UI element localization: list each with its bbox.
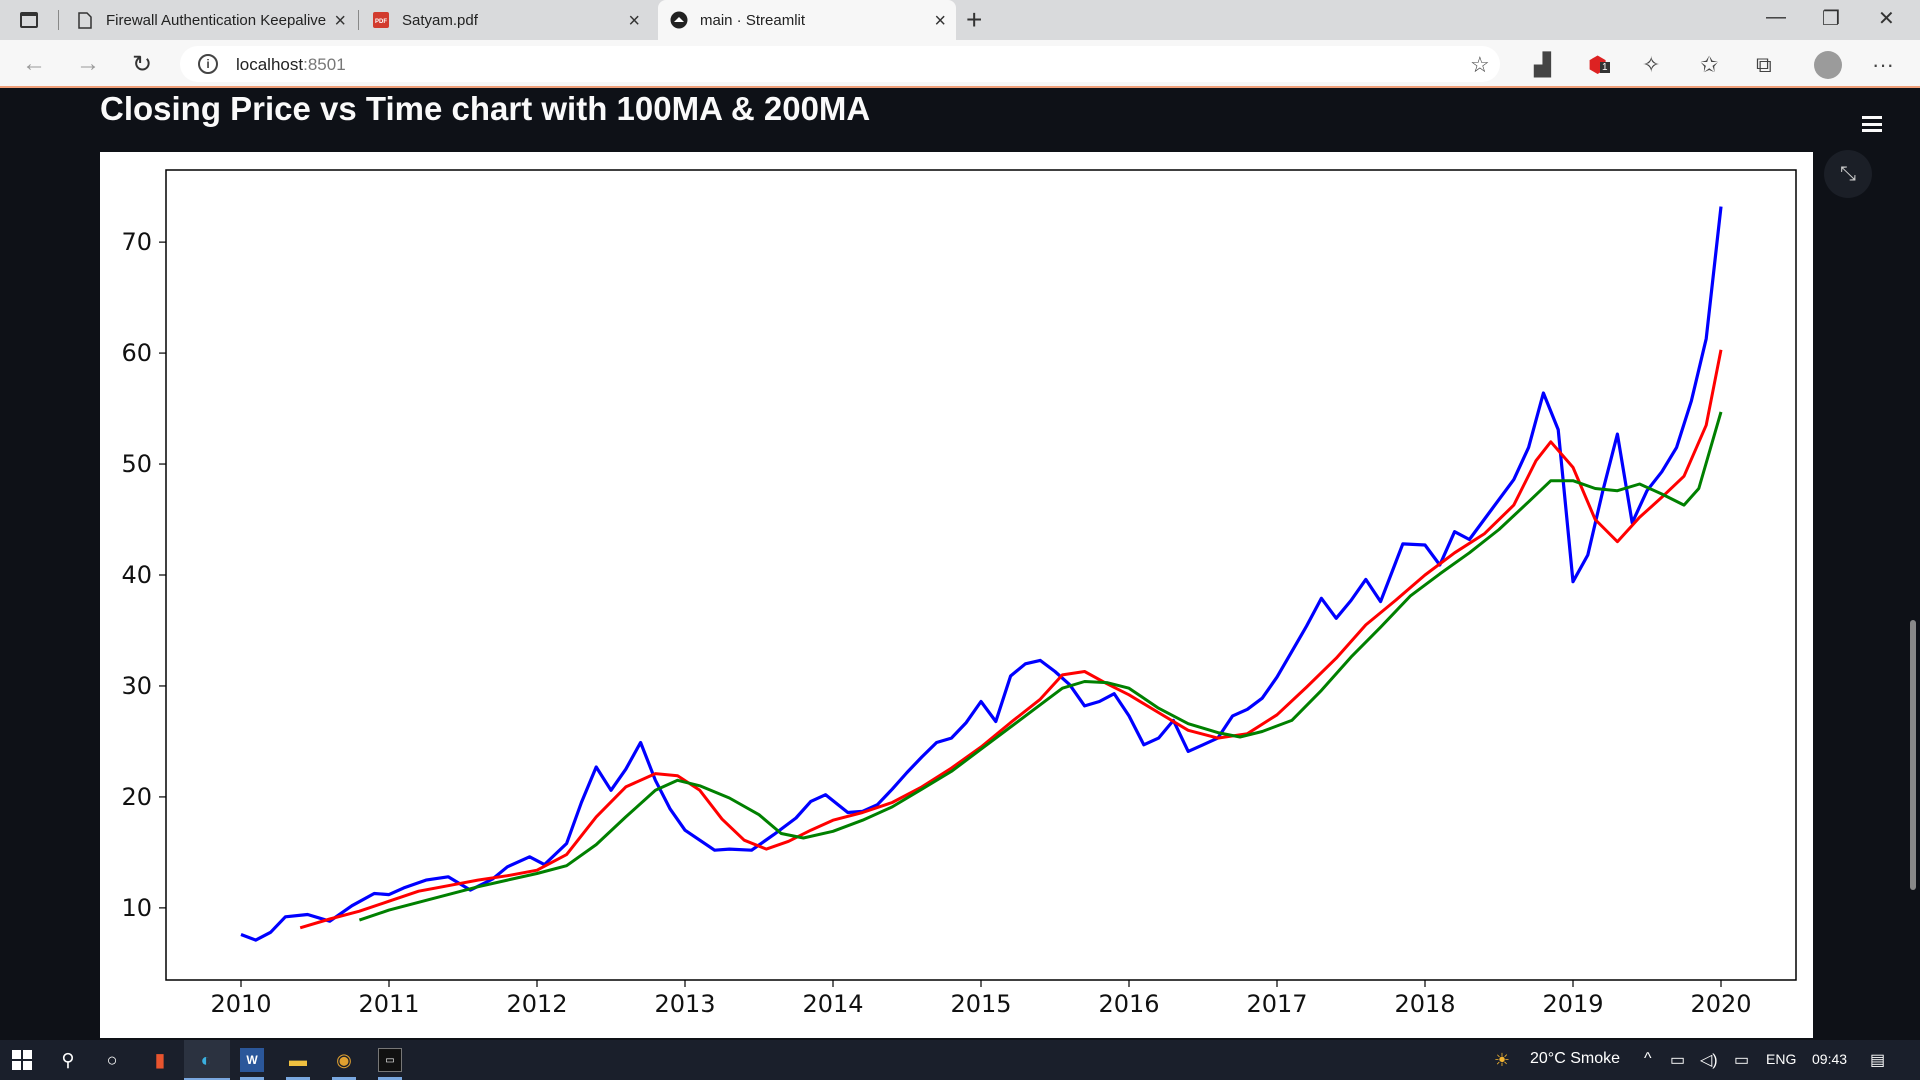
search-icon[interactable]: ⚲ — [61, 1049, 75, 1070]
ma200-line — [358, 411, 1723, 922]
extensions-icon[interactable]: ✧ — [1642, 52, 1661, 77]
performance-icon[interactable]: ▟ — [1534, 52, 1551, 77]
window-close-button[interactable]: ✕ — [1878, 8, 1895, 30]
tab-firewall[interactable]: Firewall Authentication Keepalive × — [72, 0, 356, 40]
weather-icon: ☀ — [1493, 1049, 1511, 1070]
pdf-icon: PDF — [372, 11, 390, 29]
ma100-line — [299, 349, 1723, 930]
chrome-icon[interactable]: ◉ — [336, 1049, 352, 1070]
running-indicator — [378, 1077, 402, 1080]
profile-avatar[interactable] — [1814, 51, 1842, 79]
x-tick-label: 2014 — [802, 990, 863, 1018]
favorite-add-icon[interactable]: ☆ — [1470, 52, 1490, 77]
close-icon[interactable]: × — [334, 10, 346, 32]
refresh-icon[interactable]: ↻ — [132, 51, 153, 78]
y-tick-label: 10 — [121, 894, 152, 922]
tab-separator — [58, 10, 59, 30]
tab-title: Firewall Authentication Keepalive — [106, 11, 326, 29]
x-tick-label: 2018 — [1394, 990, 1455, 1018]
streamlit-app: Closing Price vs Time chart with 100MA &… — [0, 90, 1920, 1040]
word-icon[interactable]: W — [240, 1048, 264, 1072]
y-tick-label: 50 — [121, 450, 152, 478]
file-explorer-icon[interactable]: ▬ — [289, 1049, 307, 1070]
back-arrow-icon[interactable]: ← — [22, 50, 46, 77]
cortana-icon[interactable]: ○ — [106, 1049, 118, 1070]
x-tick-label: 2011 — [358, 990, 419, 1018]
windows-start-icon[interactable] — [10, 1048, 34, 1072]
tab-title: Satyam.pdf — [402, 11, 478, 29]
network-icon[interactable]: ▭ — [1670, 1052, 1686, 1069]
running-indicator — [240, 1077, 264, 1080]
y-tick-label: 70 — [121, 228, 152, 256]
more-menu-icon[interactable]: ··· — [1872, 52, 1894, 77]
favorites-icon[interactable]: ✩ — [1700, 52, 1719, 77]
notifications-icon[interactable]: ▤ — [1870, 1052, 1886, 1069]
price-chart: 2010 2011 2012 2013 2014 2015 2016 2017 2018 2019… — [121, 169, 1797, 1018]
minimize-button[interactable]: — — [1766, 6, 1786, 28]
chart-container: 2010 2011 2012 2013 2014 2015 2016 2017 2018 2019… — [100, 152, 1813, 1038]
x-tick-label: 2019 — [1542, 990, 1603, 1018]
tab-satyam-pdf[interactable]: PDF Satyam.pdf × — [368, 0, 650, 40]
running-indicator — [286, 1077, 310, 1080]
close-icon[interactable]: × — [934, 10, 946, 32]
address-bar: ← → ↻ i localhost:8501 ☆ ▟ ⬢ 1 ✧ ✩ ⧉ ··· — [0, 40, 1920, 88]
page-icon — [76, 11, 94, 29]
weather-text[interactable]: 20°C Smoke — [1530, 1050, 1620, 1067]
y-tick-label: 60 — [121, 339, 152, 367]
volume-icon[interactable]: ◁) — [1700, 1052, 1718, 1069]
y-tick-label: 30 — [121, 672, 152, 700]
scrollbar-thumb[interactable] — [1910, 620, 1916, 890]
edge-taskbar-active — [184, 1040, 230, 1080]
x-tick-label: 2015 — [950, 990, 1011, 1018]
new-tab-button[interactable]: + — [966, 4, 983, 35]
restore-button[interactable]: ❐ — [1822, 8, 1840, 30]
url-field[interactable]: i localhost:8501 ☆ — [180, 46, 1500, 82]
x-tick-label: 2020 — [1690, 990, 1751, 1018]
svg-text:PDF: PDF — [375, 19, 387, 25]
taskbar: ⚲ ○ ▮ ◐ W ▬ ◉ ▭ ☀ 20°C Smoke ^ ▭ ◁) ▭ EN… — [0, 1040, 1920, 1080]
tab-separator — [358, 10, 359, 30]
tab-streamlit[interactable]: main · Streamlit × — [658, 0, 956, 40]
collections-icon[interactable]: ⧉ — [1756, 52, 1772, 77]
tab-actions-icon[interactable] — [20, 12, 38, 28]
edge-icon[interactable]: ◐ — [200, 1049, 212, 1070]
page-title: Closing Price vs Time chart with 100MA &… — [100, 90, 871, 127]
streamlit-icon — [670, 11, 688, 29]
terminal-icon[interactable]: ▭ — [378, 1048, 402, 1072]
shield-extension-icon[interactable]: ⬢ 1 — [1588, 52, 1610, 77]
hamburger-menu-icon[interactable] — [1862, 116, 1882, 132]
url-port: :8501 — [303, 55, 346, 74]
extension-badge: 1 — [1600, 62, 1610, 73]
x-tick-label: 2017 — [1246, 990, 1307, 1018]
x-tick-label: 2013 — [654, 990, 715, 1018]
y-tick-label: 20 — [121, 783, 152, 811]
plot-frame — [165, 169, 1797, 981]
tab-title: main · Streamlit — [700, 11, 806, 29]
office-icon[interactable]: ▮ — [155, 1049, 165, 1070]
x-tick-label: 2012 — [506, 990, 567, 1018]
running-indicator — [332, 1077, 356, 1080]
url-host: localhost — [236, 55, 304, 74]
closing-price-line — [240, 206, 1723, 942]
battery-icon[interactable]: ▭ — [1734, 1052, 1750, 1069]
y-tick-label: 40 — [121, 561, 152, 589]
url-text: localhost:8501 — [236, 55, 346, 75]
x-tick-label: 2010 — [210, 990, 271, 1018]
language-indicator[interactable]: ENG — [1766, 1051, 1797, 1067]
tray-chevron-icon[interactable]: ^ — [1644, 1050, 1652, 1067]
fullscreen-icon[interactable]: ⤡ — [1824, 150, 1872, 198]
info-icon[interactable]: i — [198, 54, 218, 74]
x-tick-label: 2016 — [1098, 990, 1159, 1018]
browser-tab-bar: Firewall Authentication Keepalive × PDF … — [0, 0, 1920, 40]
close-icon[interactable]: × — [628, 10, 640, 32]
forward-arrow-icon[interactable]: → — [76, 50, 100, 77]
clock[interactable]: 09:43 — [1812, 1051, 1848, 1067]
